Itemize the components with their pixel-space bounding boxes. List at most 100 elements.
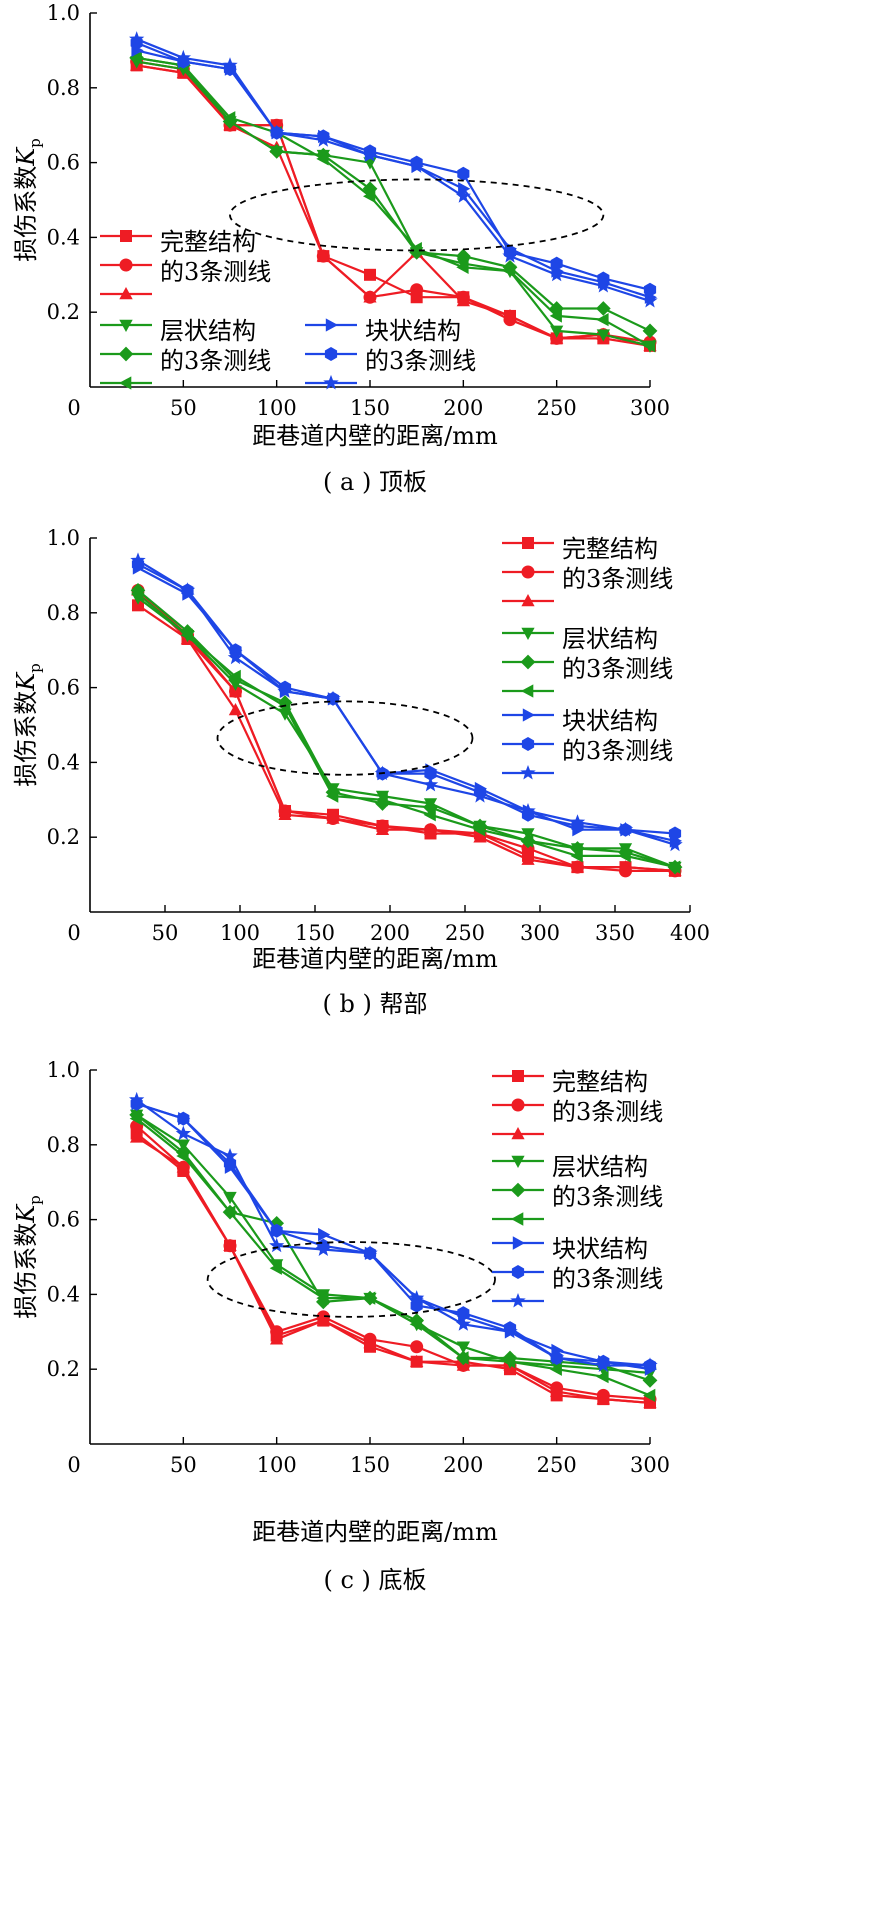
x-tick-label: 0 — [67, 921, 80, 945]
legend-marker — [521, 565, 535, 579]
data-point — [316, 1291, 329, 1305]
y-tick-label: 1.0 — [47, 526, 80, 550]
legend-label: 的3条测线 — [365, 347, 476, 375]
x-tick-label: 250 — [445, 921, 485, 945]
legend-marker — [512, 1236, 525, 1250]
legend-label: 块状结构 — [562, 707, 658, 735]
legend-marker — [119, 258, 133, 272]
legend-marker — [521, 737, 535, 751]
data-point — [642, 292, 658, 308]
legend-marker — [510, 1182, 526, 1198]
data-point — [595, 1357, 611, 1372]
data-point — [176, 1149, 189, 1163]
data-point — [315, 132, 331, 147]
data-point — [326, 789, 339, 803]
data-point — [222, 1148, 238, 1163]
data-point — [129, 51, 142, 65]
data-point — [457, 166, 470, 181]
data-point — [550, 1384, 564, 1397]
data-point — [549, 1362, 562, 1376]
data-point — [596, 313, 609, 327]
data-point — [550, 256, 563, 271]
x-tick-label: 250 — [537, 1453, 577, 1477]
legend-label: 层状结构 — [160, 317, 256, 345]
x-tick-label: 150 — [350, 396, 390, 420]
legend-label: 完整结构 — [160, 228, 256, 256]
x-tick-label: 200 — [370, 921, 410, 945]
data-point — [129, 1112, 142, 1126]
data-point — [549, 1349, 565, 1365]
legend-marker — [118, 346, 134, 362]
data-point — [270, 1223, 283, 1238]
data-point — [595, 278, 611, 293]
x-tick-label: 150 — [350, 1453, 390, 1477]
series-line — [136, 56, 651, 347]
series-line — [136, 41, 651, 291]
data-point — [278, 807, 292, 820]
data-point — [503, 264, 516, 278]
data-point — [410, 1340, 424, 1354]
legend-label: 完整结构 — [562, 535, 658, 563]
series-line — [136, 64, 651, 347]
data-point — [569, 814, 586, 829]
legend-label: 的3条测线 — [160, 258, 271, 286]
legend-marker — [511, 1127, 525, 1140]
series-2-star — [129, 31, 658, 308]
y-tick-label: 0.6 — [47, 151, 80, 175]
legend-label: 的3条测线 — [562, 565, 673, 593]
series-2-star — [129, 1091, 658, 1372]
legend-label: 的3条测线 — [552, 1098, 663, 1126]
data-point — [363, 1291, 376, 1305]
data-point — [176, 1160, 190, 1173]
legend-label: 块状结构 — [552, 1235, 648, 1263]
data-point — [570, 849, 583, 863]
legend-label: 块状结构 — [365, 317, 461, 345]
x-tick-label: 300 — [630, 1453, 670, 1477]
data-point — [228, 669, 241, 683]
y-tick-label: 1.0 — [47, 1058, 80, 1082]
data-point — [520, 803, 536, 818]
data-point — [502, 248, 518, 263]
data-point — [642, 1373, 658, 1388]
legend-marker — [324, 347, 338, 361]
data-point — [227, 649, 244, 665]
data-point — [363, 290, 377, 303]
data-point — [521, 852, 535, 865]
data-point — [455, 188, 471, 203]
data-point — [363, 189, 376, 203]
data-point — [131, 587, 144, 601]
data-point — [596, 1392, 610, 1405]
x-tick-label: 100 — [257, 396, 297, 420]
data-point — [643, 1395, 657, 1409]
data-point — [667, 836, 683, 852]
legend-marker — [510, 1293, 526, 1308]
x-tick-label: 0 — [67, 1453, 80, 1477]
data-point — [521, 834, 534, 848]
data-point — [277, 683, 293, 698]
y-tick-label: 0.6 — [47, 1208, 80, 1232]
data-point — [270, 1332, 284, 1345]
data-point — [503, 308, 517, 322]
data-point — [457, 1306, 470, 1321]
series-line — [137, 593, 676, 869]
data-point — [424, 766, 437, 781]
legend-marker — [511, 1098, 525, 1112]
legend-marker — [522, 708, 535, 722]
data-point — [473, 823, 486, 837]
data-point — [316, 249, 330, 262]
series-line — [137, 559, 676, 846]
x-tick-label: 0 — [67, 396, 80, 420]
data-point — [130, 552, 146, 567]
data-point — [129, 1091, 145, 1107]
series-line — [136, 38, 651, 303]
data-point — [179, 582, 196, 597]
data-point — [130, 1130, 144, 1143]
data-point — [269, 124, 285, 140]
series-1-triangle-left — [129, 1112, 656, 1402]
y-tick-label: 1.0 — [47, 1, 80, 25]
x-tick-label: 300 — [630, 396, 670, 420]
legend-marker — [119, 376, 132, 390]
legend-marker — [521, 594, 535, 607]
series-line — [136, 56, 651, 332]
